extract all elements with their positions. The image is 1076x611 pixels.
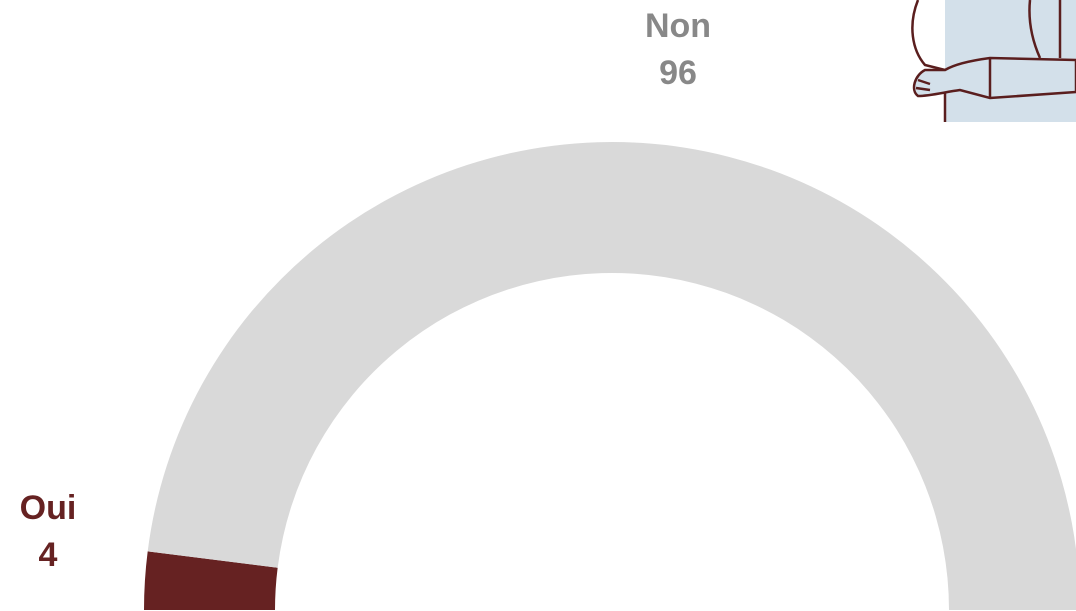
donut-segment xyxy=(147,142,1076,610)
segment-label: Non xyxy=(645,7,711,45)
segment-value: 96 xyxy=(659,54,697,92)
segment-value: 4 xyxy=(39,536,58,574)
segment-label: Oui xyxy=(20,489,77,527)
illustration xyxy=(911,0,1076,122)
donut-segment xyxy=(144,551,278,610)
